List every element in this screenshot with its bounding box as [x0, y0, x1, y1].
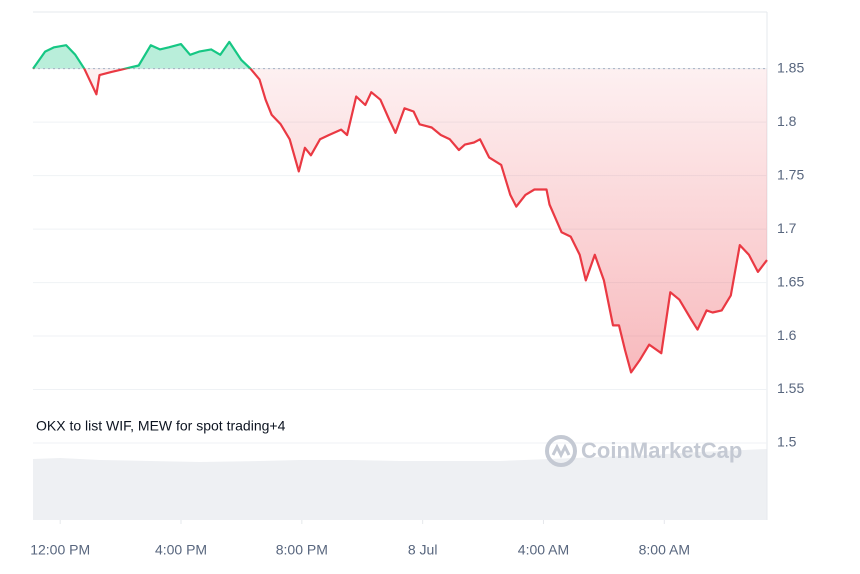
y-tick-label: 1.8 [777, 113, 797, 129]
y-tick-label: 1.5 [777, 434, 797, 450]
y-tick-label: 1.7 [777, 220, 797, 236]
x-tick-label: 4:00 AM [518, 542, 569, 558]
x-tick-label: 8 Jul [408, 542, 438, 558]
annotation[interactable]: OKX to list WIF, MEW for spot trading+4 [36, 418, 286, 434]
watermark: CoinMarketCap [581, 438, 742, 463]
x-tick-label: 8:00 AM [639, 542, 690, 558]
y-tick-label: 1.65 [777, 273, 804, 289]
watermark-logo [545, 435, 577, 467]
x-tick-label: 12:00 PM [30, 542, 90, 558]
y-tick-label: 1.55 [777, 380, 804, 396]
x-tick-label: 8:00 PM [276, 542, 328, 558]
y-tick-label: 1.85 [777, 59, 804, 75]
axes: 1.5 1.55 1.6 1.65 1.7 1.75 1.8 1.85 12:00 PM 4:00… [30, 59, 804, 557]
area-down [33, 68, 767, 373]
price-line [32, 40, 768, 374]
x-tick-label: 4:00 PM [155, 542, 207, 558]
marks [32, 40, 768, 374]
volume-area [33, 449, 767, 520]
y-tick-label: 1.6 [777, 327, 797, 343]
area-up [33, 41, 767, 69]
y-tick-label: 1.75 [777, 166, 804, 182]
